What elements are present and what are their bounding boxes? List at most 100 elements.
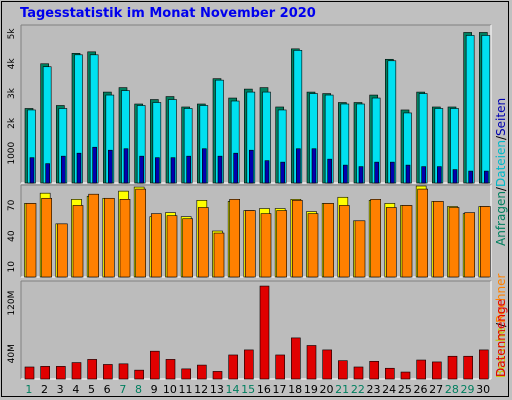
seiten-bar bbox=[233, 152, 238, 184]
y-tick-label: 70 bbox=[7, 199, 17, 211]
x-tick-label: 28 bbox=[445, 383, 459, 396]
y-tick-label: 4k bbox=[7, 58, 17, 70]
seiten-bar bbox=[358, 166, 364, 184]
datenmenge-bar bbox=[291, 337, 301, 380]
legend-entry: Anfragen bbox=[494, 191, 508, 246]
datenmenge-bar bbox=[228, 354, 238, 380]
datenmenge-bar bbox=[40, 366, 50, 380]
y-tick-label: 2k bbox=[7, 117, 17, 129]
y-tick-label: 120M bbox=[7, 291, 17, 316]
seiten-bar bbox=[217, 155, 223, 184]
x-tick-label: 14 bbox=[226, 383, 240, 396]
x-tick-label: 23 bbox=[367, 383, 381, 396]
rechner-bar bbox=[386, 207, 397, 278]
y-tick-label: 1000 bbox=[7, 141, 17, 164]
datenmenge-bar bbox=[103, 364, 113, 380]
seiten-bar bbox=[264, 160, 270, 184]
rechner-bar bbox=[245, 210, 256, 278]
legend-entry: / bbox=[494, 186, 508, 191]
rechner-bar bbox=[417, 188, 428, 278]
rechner-bar bbox=[292, 200, 303, 278]
legend-entry: Dateien bbox=[494, 140, 508, 187]
x-tick-label: 18 bbox=[288, 383, 302, 396]
rechner-bar bbox=[182, 218, 193, 278]
datenmenge-bar bbox=[479, 349, 489, 380]
x-tick-label: 26 bbox=[414, 383, 428, 396]
rechner-bar bbox=[307, 213, 319, 278]
legend-entry: / bbox=[494, 135, 508, 140]
rechner-bar bbox=[480, 206, 491, 278]
y-tick-label: 40 bbox=[7, 230, 17, 242]
x-tick-label: 15 bbox=[241, 383, 255, 396]
seiten-bar bbox=[405, 164, 411, 184]
rechner-bar bbox=[57, 223, 68, 278]
datenmenge-bar bbox=[150, 350, 160, 380]
x-tick-label: 2 bbox=[41, 383, 48, 396]
datenmenge-bar bbox=[275, 354, 285, 380]
x-tick-label: 10 bbox=[163, 383, 177, 396]
legend-entry: / bbox=[494, 322, 508, 327]
datenmenge-bar bbox=[463, 355, 473, 380]
seiten-bar bbox=[390, 161, 395, 184]
rechner-bar bbox=[370, 199, 381, 278]
datenmenge-bar bbox=[87, 359, 97, 380]
x-tick-label: 3 bbox=[57, 383, 64, 396]
x-tick-label: 5 bbox=[88, 383, 95, 396]
x-tick-label: 13 bbox=[210, 383, 224, 396]
x-tick-label: 21 bbox=[335, 383, 349, 396]
rechner-bar bbox=[401, 205, 413, 278]
x-tick-label: 19 bbox=[304, 383, 318, 396]
y-tick-label: 3k bbox=[7, 87, 17, 99]
seiten-bar bbox=[170, 157, 176, 184]
x-tick-label: 11 bbox=[179, 383, 193, 396]
x-tick-label: 30 bbox=[476, 383, 490, 396]
datenmenge-bar bbox=[322, 349, 332, 380]
datenmenge-bar bbox=[24, 366, 35, 380]
rechner-bar bbox=[135, 188, 146, 278]
datenmenge-bar bbox=[338, 360, 348, 380]
seiten-bar bbox=[61, 155, 66, 184]
x-tick-label: 24 bbox=[382, 383, 396, 396]
seiten-bar bbox=[108, 149, 113, 184]
legend-anfragen-dateien-seiten: Anfragen/Dateien/Seiten bbox=[494, 98, 508, 246]
x-tick-label: 20 bbox=[320, 383, 334, 396]
rechner-bar bbox=[260, 213, 272, 278]
datenmenge-bar bbox=[369, 360, 379, 380]
x-tick-label: 6 bbox=[104, 383, 111, 396]
datenmenge-bar bbox=[416, 359, 426, 380]
panel-middle-background bbox=[21, 185, 491, 277]
seiten-bar bbox=[186, 155, 191, 184]
rechner-bar bbox=[151, 213, 162, 278]
x-tick-label: 27 bbox=[429, 383, 443, 396]
datenmenge-bar bbox=[432, 361, 442, 380]
x-tick-label: 1 bbox=[25, 383, 32, 396]
datenmenge-bar bbox=[181, 368, 191, 380]
chart-title: Tagesstatistik im Monat November 2020 bbox=[20, 6, 316, 21]
x-tick-label: 8 bbox=[135, 383, 142, 396]
datenmenge-bar bbox=[118, 363, 129, 380]
x-tick-label: 4 bbox=[72, 383, 79, 396]
rechner-bar bbox=[41, 197, 52, 278]
seiten-bar bbox=[280, 161, 285, 184]
datenmenge-bar bbox=[212, 371, 223, 380]
rechner-bar bbox=[276, 210, 287, 278]
x-tick-label: 25 bbox=[398, 383, 412, 396]
y-tick-label: 5k bbox=[7, 28, 17, 40]
seiten-bar bbox=[343, 164, 348, 184]
rechner-bar bbox=[72, 205, 84, 278]
x-tick-label: 12 bbox=[194, 383, 208, 396]
rechner-bar bbox=[323, 203, 334, 278]
seiten-bar bbox=[311, 148, 317, 184]
legend-entry: Rechner bbox=[494, 274, 508, 323]
panel-top-background bbox=[21, 25, 491, 183]
rechner-bar bbox=[119, 199, 131, 278]
seiten-bar bbox=[421, 166, 426, 184]
rechner-bar bbox=[339, 205, 350, 278]
seiten-bar bbox=[92, 146, 97, 184]
rechner-bar bbox=[25, 203, 37, 278]
seiten-bar bbox=[202, 148, 207, 184]
seiten-bar bbox=[296, 148, 301, 184]
seiten-bar bbox=[452, 169, 458, 184]
